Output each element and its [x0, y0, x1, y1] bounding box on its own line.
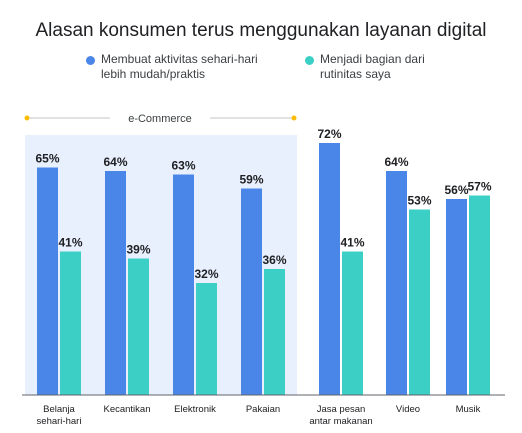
- bar-series-1-cat-4: [241, 188, 262, 395]
- data-label-series-2-cat-4: 36%: [262, 253, 286, 267]
- bar-series-2-cat-4: [264, 269, 285, 395]
- data-label-series-2-cat-1: 41%: [58, 236, 82, 250]
- category-label-6: Video: [368, 404, 448, 416]
- category-label-7: Musik: [428, 404, 508, 416]
- data-label-series-2-cat-6: 53%: [407, 194, 431, 208]
- data-label-series-2-cat-3: 32%: [194, 267, 218, 281]
- data-label-series-1-cat-6: 64%: [384, 155, 408, 169]
- category-label-line: Elektronik: [174, 404, 216, 415]
- category-label-3: Elektronik: [155, 404, 235, 416]
- category-label-line: antar makanan: [309, 416, 373, 427]
- legend-label-line-1: Menjadi bagian dari: [320, 52, 425, 66]
- category-label-line: Jasa pesan: [316, 404, 366, 415]
- data-label-series-1-cat-3: 63%: [171, 159, 195, 173]
- bar-series-2-cat-5: [342, 251, 363, 395]
- category-label-line: Video: [395, 404, 421, 415]
- category-label-line: Musik: [455, 404, 481, 415]
- category-label-4: Pakaian: [223, 404, 303, 416]
- category-label-line: Belanja: [43, 404, 75, 415]
- data-label-series-2-cat-5: 41%: [340, 236, 364, 250]
- bar-series-2-cat-1: [60, 251, 81, 395]
- group-bracket-marker-right: [291, 115, 297, 121]
- data-label-series-1-cat-2: 64%: [103, 155, 127, 169]
- category-label-2: Kecantikan: [87, 404, 167, 416]
- data-label-series-1-cat-4: 59%: [239, 173, 263, 187]
- bar-series-1-cat-1: [37, 167, 58, 395]
- legend-label-line-2: lebih mudah/praktis: [101, 67, 206, 81]
- legend-item-series-1: Membuat aktivitas sehari-hari lebih muda…: [86, 52, 258, 82]
- category-label-line: Kecantikan: [103, 404, 151, 415]
- legend-label-line-1: Membuat aktivitas sehari-hari: [101, 52, 258, 66]
- bar-series-1-cat-6: [386, 171, 407, 395]
- category-label-line: Pakaian: [245, 404, 281, 415]
- bar-series-2-cat-6: [409, 209, 430, 395]
- bar-series-2-cat-2: [128, 258, 149, 395]
- data-label-series-2-cat-2: 39%: [126, 243, 150, 257]
- bar-series-2-cat-7: [469, 195, 490, 395]
- legend-swatch-teal: [305, 56, 314, 65]
- category-label-1: Belanja sehari-hari: [19, 404, 99, 428]
- category-label-5: Jasa pesan antar makanan: [301, 404, 381, 428]
- chart-title: Alasan konsumen terus menggunakan layana…: [35, 20, 487, 41]
- group-bracket-marker-left: [24, 115, 30, 121]
- category-label-line: sehari-hari: [36, 416, 82, 427]
- bar-series-1-cat-5: [319, 143, 340, 395]
- legend-label-line-2: rutinitas saya: [320, 67, 391, 81]
- bar-series-1-cat-7: [446, 199, 467, 395]
- data-label-series-2-cat-7: 57%: [467, 180, 491, 194]
- data-label-series-1-cat-7: 56%: [444, 183, 468, 197]
- bar-series-1-cat-3: [173, 174, 194, 395]
- group-label-ecommerce: e-Commerce: [110, 113, 210, 125]
- legend-item-series-2: Menjadi bagian dari rutinitas saya: [305, 52, 425, 82]
- bar-series-2-cat-3: [196, 283, 217, 395]
- data-label-series-1-cat-5: 72%: [317, 127, 341, 141]
- legend-swatch-blue: [86, 56, 95, 65]
- data-label-series-1-cat-1: 65%: [35, 152, 59, 166]
- bar-series-1-cat-2: [105, 171, 126, 395]
